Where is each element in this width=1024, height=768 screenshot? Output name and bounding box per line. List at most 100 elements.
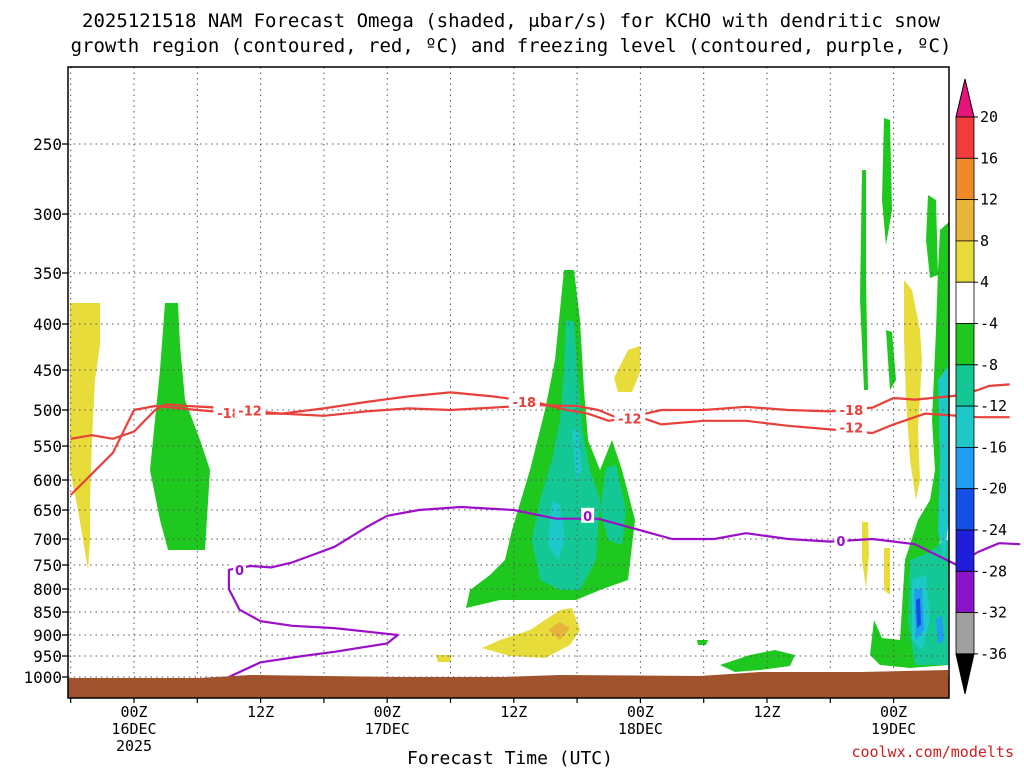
omega-region-yellow-midleft [614, 346, 640, 392]
omega-region-cyan-core [548, 500, 565, 560]
colorbar-label: -16 [980, 438, 1007, 456]
contour-label: -18 [513, 396, 537, 411]
colorbar-swatch [955, 446, 975, 490]
y-tick-label: 500 [33, 401, 62, 420]
colorbar-swatch [955, 529, 975, 572]
colorbar-swatch [955, 281, 975, 324]
y-tick-label: 350 [33, 264, 62, 283]
omega-region-green-bottom [720, 650, 795, 672]
x-tick-label: 12Z [753, 703, 780, 721]
colorbar-label: 16 [980, 149, 998, 167]
x-tick-label: 00Z [627, 703, 654, 721]
contour-label-bg [835, 402, 867, 417]
contour-label-bg [234, 402, 266, 418]
x-tick-label: 19DEC [871, 720, 916, 738]
contour-label: 0 [583, 510, 592, 525]
y-tick-label: 1000 [23, 668, 62, 687]
colorbar-label: -24 [980, 521, 1007, 539]
y-tick-label: 700 [33, 530, 62, 549]
omega-shading [70, 118, 949, 672]
contour-line [227, 505, 1021, 678]
omega-region-yellow-speck [436, 655, 452, 662]
omega-region-green-speck [697, 640, 708, 645]
colorbar-swatch [955, 364, 975, 407]
y-tick-label: 800 [33, 580, 62, 599]
colorbar-swatch [955, 405, 975, 448]
colorbar-label: -36 [980, 645, 1007, 663]
contour-label: 0 [836, 535, 845, 550]
colorbar-swatch [955, 240, 975, 283]
plot-frame [67, 66, 950, 699]
colorbar-label: -20 [980, 480, 1007, 498]
omega-region-yellow-right1 [904, 280, 922, 500]
y-tick-label: 400 [33, 315, 62, 334]
contour-label: -12 [618, 413, 642, 428]
x-tick-label: 17DEC [365, 720, 410, 738]
omega-region-darkblue-right [916, 598, 921, 628]
colorbar-swatch [955, 116, 975, 159]
y-tick-label: 900 [33, 626, 62, 645]
colorbar-swatch [955, 323, 975, 366]
colorbar-label: 12 [980, 191, 998, 209]
colorbar-label: -32 [980, 604, 1007, 622]
y-tick-label: 850 [33, 603, 62, 622]
colorbar-swatch [955, 488, 975, 531]
omega-region-yellow-right3 [884, 548, 890, 595]
contour-label-bg [581, 507, 595, 523]
x-tick-label: 18DEC [618, 720, 663, 738]
colorbar-swatch [955, 199, 975, 242]
x-tick-label: 12Z [247, 703, 274, 721]
chart-title-line-1: 2025121518 NAM Forecast Omega (shaded, μ… [82, 10, 940, 32]
omega-colorbar: 20 16 12 8 4 -4 -8 -12 -16 -20 -24 -28 -32 -36 [955, 78, 1007, 695]
contour-label: -18 [840, 404, 864, 419]
contour-label-bg [508, 394, 540, 409]
omega-region-green-right-tall [882, 118, 892, 245]
omega-region-cyan-core2 [572, 430, 582, 480]
contour-label-bg [834, 533, 848, 549]
colorbar-label: 8 [980, 232, 989, 250]
y-tick-label: 250 [33, 135, 62, 154]
x-tick-label: 12Z [500, 703, 527, 721]
colorbar-label: 20 [980, 108, 998, 126]
omega-region-yellow-bottom [482, 608, 580, 658]
omega-region-green-right-small [926, 195, 938, 278]
y-tick-label: 300 [33, 205, 62, 224]
credit-text: coolwx.com/modelts [851, 743, 1014, 761]
colorbar-label: -4 [980, 315, 998, 333]
x-tick-label: 2025 [116, 737, 152, 755]
plot-area [68, 67, 949, 698]
colorbar-label: 4 [980, 273, 989, 291]
y-tick-label: 650 [33, 501, 62, 520]
x-axis-label: Forecast Time (UTC) [407, 748, 613, 768]
chart-title-line-2: growth region (contoured, red, ºC) and f… [71, 35, 952, 57]
y-tick-label: 600 [33, 471, 62, 490]
contour-label-bg [835, 419, 867, 435]
colorbar-label: -12 [980, 397, 1007, 415]
x-tick-label: 16DEC [111, 720, 156, 738]
omega-region-blue-right2 [936, 615, 944, 645]
y-tick-label: 950 [33, 647, 62, 666]
colorbar-label: -8 [980, 356, 998, 374]
colorbar-bottom-arrow [955, 653, 975, 695]
colorbar-swatch [955, 570, 975, 613]
y-tick-label: 750 [33, 556, 62, 575]
ground-terrain [68, 670, 949, 698]
contour-label-bg [233, 561, 246, 577]
colorbar-top-arrow [955, 78, 975, 118]
x-tick-label: 00Z [880, 703, 907, 721]
y-tick-label: 450 [33, 361, 62, 380]
contour-label: -12 [840, 421, 864, 436]
colorbar-swatch [955, 157, 975, 201]
contour-label-bg [614, 410, 646, 426]
omega-region-orange-core [548, 622, 570, 640]
colorbar-swatch [955, 612, 975, 655]
colorbar-label: -28 [980, 562, 1007, 580]
y-tick-label: 550 [33, 437, 62, 456]
omega-region-green-right-strip [860, 170, 868, 390]
x-tick-label: 00Z [120, 703, 147, 721]
omega-region-green-left [150, 303, 210, 550]
contour-label: 0 [235, 564, 244, 579]
